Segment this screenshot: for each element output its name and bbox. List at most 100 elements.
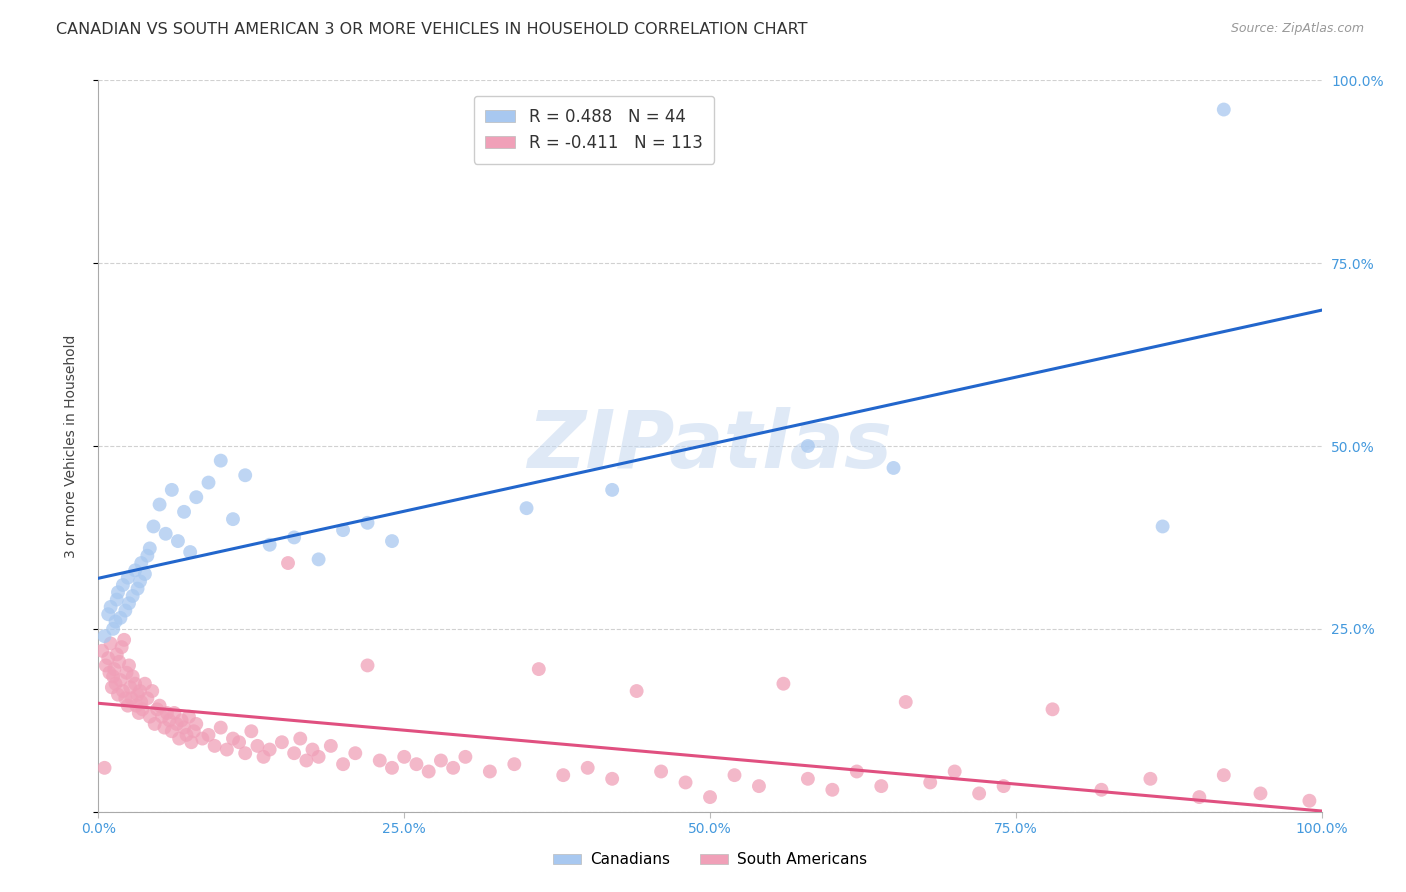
- Point: [108, 655, 131, 669]
- Point: [163, 706, 186, 720]
- Point: [332, 523, 354, 537]
- Point: [1212, 103, 1234, 117]
- Point: [103, 662, 125, 676]
- Point: [576, 761, 599, 775]
- Point: [1188, 790, 1211, 805]
- Point: [870, 779, 893, 793]
- Point: [115, 665, 138, 680]
- Point: [209, 453, 232, 467]
- Point: [430, 754, 453, 768]
- Point: [94, 658, 117, 673]
- Point: [100, 599, 122, 614]
- Point: [100, 636, 122, 650]
- Point: [553, 768, 575, 782]
- Point: [405, 757, 427, 772]
- Point: [1090, 782, 1112, 797]
- Point: [356, 658, 378, 673]
- Point: [124, 676, 146, 690]
- Point: [107, 688, 129, 702]
- Legend: Canadians, South Americans: Canadians, South Americans: [547, 847, 873, 873]
- Point: [821, 782, 844, 797]
- Point: [454, 749, 477, 764]
- Point: [344, 746, 367, 760]
- Point: [259, 742, 281, 756]
- Point: [131, 702, 153, 716]
- Point: [129, 684, 152, 698]
- Point: [128, 706, 150, 720]
- Point: [167, 731, 190, 746]
- Point: [418, 764, 440, 779]
- Point: [650, 764, 672, 779]
- Point: [146, 702, 169, 716]
- Point: [1139, 772, 1161, 786]
- Point: [125, 698, 148, 713]
- Point: [527, 662, 550, 676]
- Point: [748, 779, 770, 793]
- Point: [233, 468, 256, 483]
- Point: [118, 658, 141, 673]
- Text: Source: ZipAtlas.com: Source: ZipAtlas.com: [1230, 22, 1364, 36]
- Point: [155, 526, 177, 541]
- Point: [772, 676, 794, 690]
- Point: [107, 585, 129, 599]
- Point: [1249, 787, 1271, 801]
- Point: [259, 538, 281, 552]
- Point: [101, 681, 124, 695]
- Y-axis label: 3 or more Vehicles in Household: 3 or more Vehicles in Household: [63, 334, 77, 558]
- Point: [179, 545, 201, 559]
- Point: [111, 684, 134, 698]
- Point: [139, 541, 162, 556]
- Point: [129, 695, 152, 709]
- Point: [180, 735, 202, 749]
- Point: [197, 475, 219, 490]
- Point: [98, 665, 121, 680]
- Point: [894, 695, 917, 709]
- Point: [233, 746, 256, 760]
- Point: [93, 629, 115, 643]
- Point: [136, 549, 159, 563]
- Point: [101, 669, 124, 683]
- Point: [515, 501, 537, 516]
- Point: [723, 768, 745, 782]
- Point: [246, 739, 269, 753]
- Point: [381, 761, 404, 775]
- Point: [170, 714, 193, 728]
- Point: [136, 691, 159, 706]
- Point: [153, 721, 176, 735]
- Point: [111, 578, 134, 592]
- Point: [943, 764, 966, 779]
- Point: [124, 563, 146, 577]
- Point: [157, 714, 180, 728]
- Point: [441, 761, 464, 775]
- Point: [134, 676, 156, 690]
- Point: [277, 556, 299, 570]
- Point: [142, 519, 165, 533]
- Point: [160, 483, 183, 497]
- Point: [167, 534, 190, 549]
- Point: [166, 717, 188, 731]
- Point: [191, 731, 214, 746]
- Point: [91, 644, 114, 658]
- Point: [883, 461, 905, 475]
- Point: [105, 592, 128, 607]
- Point: [600, 483, 623, 497]
- Point: [920, 775, 942, 789]
- Point: [600, 772, 623, 786]
- Point: [120, 681, 142, 695]
- Point: [111, 640, 134, 655]
- Point: [319, 739, 342, 753]
- Point: [97, 651, 120, 665]
- Point: [186, 717, 208, 731]
- Point: [118, 596, 141, 610]
- Point: [129, 574, 152, 589]
- Point: [270, 735, 294, 749]
- Point: [222, 731, 245, 746]
- Point: [101, 622, 124, 636]
- Point: [117, 571, 139, 585]
- Point: [127, 582, 149, 596]
- Point: [308, 749, 330, 764]
- Point: [160, 724, 183, 739]
- Text: ZIPatlas: ZIPatlas: [527, 407, 893, 485]
- Point: [204, 739, 226, 753]
- Point: [110, 611, 132, 625]
